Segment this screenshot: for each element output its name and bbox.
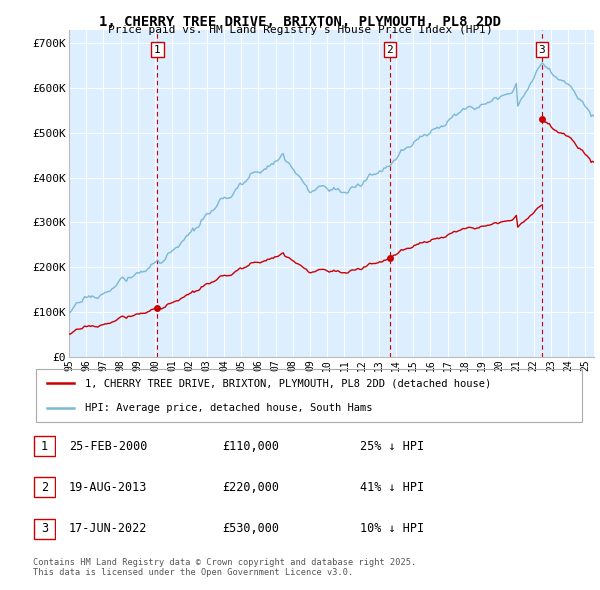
Text: 1: 1 bbox=[154, 45, 161, 55]
Text: 3: 3 bbox=[538, 45, 545, 55]
Text: 1, CHERRY TREE DRIVE, BRIXTON, PLYMOUTH, PL8 2DD (detached house): 1, CHERRY TREE DRIVE, BRIXTON, PLYMOUTH,… bbox=[85, 378, 491, 388]
Text: 41% ↓ HPI: 41% ↓ HPI bbox=[360, 481, 424, 494]
Bar bbox=[34, 436, 55, 456]
Text: 1: 1 bbox=[41, 440, 48, 453]
Text: 10% ↓ HPI: 10% ↓ HPI bbox=[360, 522, 424, 535]
Text: 1, CHERRY TREE DRIVE, BRIXTON, PLYMOUTH, PL8 2DD: 1, CHERRY TREE DRIVE, BRIXTON, PLYMOUTH,… bbox=[99, 15, 501, 29]
Text: 17-JUN-2022: 17-JUN-2022 bbox=[69, 522, 148, 535]
Text: 2: 2 bbox=[386, 45, 393, 55]
Text: Contains HM Land Registry data © Crown copyright and database right 2025.
This d: Contains HM Land Registry data © Crown c… bbox=[33, 558, 416, 577]
Text: £110,000: £110,000 bbox=[222, 440, 279, 453]
Text: HPI: Average price, detached house, South Hams: HPI: Average price, detached house, Sout… bbox=[85, 402, 373, 412]
Text: Price paid vs. HM Land Registry's House Price Index (HPI): Price paid vs. HM Land Registry's House … bbox=[107, 25, 493, 35]
Text: 25% ↓ HPI: 25% ↓ HPI bbox=[360, 440, 424, 453]
Bar bbox=[34, 519, 55, 539]
Text: £530,000: £530,000 bbox=[222, 522, 279, 535]
Bar bbox=[34, 477, 55, 497]
Text: 19-AUG-2013: 19-AUG-2013 bbox=[69, 481, 148, 494]
Text: 2: 2 bbox=[41, 481, 48, 494]
Text: 25-FEB-2000: 25-FEB-2000 bbox=[69, 440, 148, 453]
Text: £220,000: £220,000 bbox=[222, 481, 279, 494]
Text: 3: 3 bbox=[41, 522, 48, 535]
